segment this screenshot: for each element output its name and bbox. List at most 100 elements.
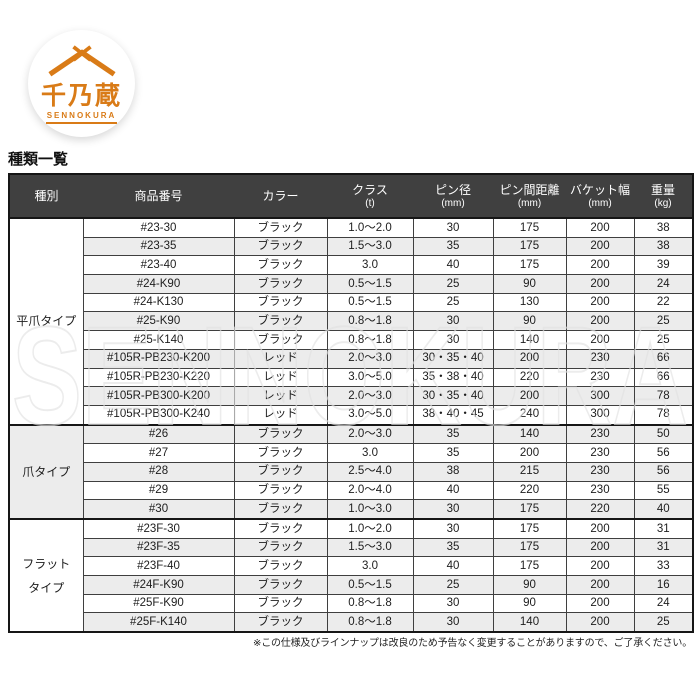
table-cell: 1.5〜3.0 bbox=[326, 537, 414, 558]
table-row: フラット タイプ #23F-30 ブラック 1.0〜2.0 30 175 200 31 bbox=[8, 518, 694, 633]
column-header: 種別 bbox=[9, 174, 83, 218]
table-row: #105R-PB300-K240 レッド 3.0〜5.0 38・40・45 240 300… bbox=[9, 404, 694, 426]
table-cell: #23-35 bbox=[82, 236, 235, 257]
column-header: 商品番号 bbox=[83, 174, 234, 218]
table-cell: 33 bbox=[633, 556, 694, 577]
table-cell: 175 bbox=[492, 556, 567, 577]
table-group: 爪タイプ #26 ブラック 2.0〜3.0 35 140 230 50 #27 ブラック 3.0 35… bbox=[8, 424, 694, 520]
table-cell: 0.5〜1.5 bbox=[326, 575, 414, 595]
table-cell: 0.8〜1.8 bbox=[326, 593, 414, 614]
table-cell: #25-K140 bbox=[82, 330, 235, 350]
table-cell: 130 bbox=[492, 292, 567, 313]
table-cell: #26 bbox=[82, 424, 235, 445]
table-cell: 66 bbox=[633, 348, 694, 369]
table-row: 爪タイプ #26 ブラック 2.0〜3.0 35 140 230 50 bbox=[8, 424, 694, 520]
table-cell: 90 bbox=[492, 311, 567, 332]
table-cell: 2.0〜3.0 bbox=[326, 348, 414, 369]
table-cell: 30 bbox=[412, 612, 494, 633]
table-cell: 200 bbox=[565, 593, 635, 614]
table-cell: レッド bbox=[233, 386, 328, 406]
table-cell: ブラック bbox=[233, 217, 328, 238]
table-cell: 230 bbox=[565, 367, 635, 388]
table-cell: 200 bbox=[565, 612, 635, 633]
table-cell: 220 bbox=[492, 480, 567, 501]
table-cell: 25 bbox=[412, 575, 494, 595]
group-type-cell: 平爪タイプ bbox=[8, 217, 84, 426]
table-cell: ブラック bbox=[233, 236, 328, 257]
group-type-cell: フラット タイプ bbox=[8, 518, 84, 633]
table-cell: 24 bbox=[633, 593, 694, 614]
table-row: #105R-PB230-K220 レッド 3.0〜5.0 35・38・40 220 230… bbox=[9, 367, 694, 388]
table-cell: 35 bbox=[412, 236, 494, 257]
column-header: ピン径 (mm) bbox=[413, 174, 493, 218]
table-cell: 175 bbox=[492, 499, 567, 520]
table-cell: 25 bbox=[633, 311, 694, 332]
table-cell: ブラック bbox=[233, 575, 328, 595]
table-cell: 2.0〜3.0 bbox=[326, 386, 414, 406]
table-cell: #105R-PB230-K200 bbox=[82, 348, 235, 369]
table-cell: #23-40 bbox=[82, 255, 235, 276]
table-cell: ブラック bbox=[233, 537, 328, 558]
table-cell: レッド bbox=[233, 404, 328, 426]
table-cell: 200 bbox=[565, 274, 635, 294]
table-row: #105R-PB300-K200 レッド 2.0〜3.0 30・35・40 200 300… bbox=[9, 386, 694, 406]
table-cell: 3.0〜5.0 bbox=[326, 367, 414, 388]
table-cell: 40 bbox=[412, 255, 494, 276]
table-cell: 200 bbox=[492, 348, 567, 369]
table-cell: 2.0〜4.0 bbox=[326, 480, 414, 501]
table-cell: #24-K90 bbox=[82, 274, 235, 294]
brand-name-en: SENNOKURA bbox=[45, 111, 118, 124]
table-cell: ブラック bbox=[233, 499, 328, 520]
brand-name-jp: 千乃蔵 bbox=[40, 81, 122, 110]
table-cell: ブラック bbox=[233, 311, 328, 332]
table-cell: 230 bbox=[565, 443, 635, 463]
table-header: 種別 商品番号 カラー クラス (t) ピン径 (mm) ピン間距離 (mm) バケット幅 (mm)… bbox=[9, 174, 693, 218]
table-cell: #24F-K90 bbox=[82, 575, 235, 595]
table-cell: 200 bbox=[565, 255, 635, 276]
table-cell: 40 bbox=[412, 556, 494, 577]
table-cell: ブラック bbox=[233, 556, 328, 577]
table-cell: 35 bbox=[412, 537, 494, 558]
table-cell: 31 bbox=[633, 518, 694, 539]
column-header: バケット幅 (mm) bbox=[566, 174, 634, 218]
table-cell: 90 bbox=[492, 593, 567, 614]
table-row: #28 ブラック 2.5〜4.0 38 215 230 56 bbox=[9, 461, 694, 482]
table-cell: #27 bbox=[82, 443, 235, 463]
table-cell: 30・35・40 bbox=[412, 348, 494, 369]
table-cell: 0.8〜1.8 bbox=[326, 311, 414, 332]
table-cell: #23F-40 bbox=[82, 556, 235, 577]
table-cell: 35・38・40 bbox=[412, 367, 494, 388]
table-cell: 1.0〜2.0 bbox=[326, 518, 414, 539]
table-cell: ブラック bbox=[233, 480, 328, 501]
page-title: 種類一覧 bbox=[8, 151, 69, 168]
table-cell: #25F-K90 bbox=[82, 593, 235, 614]
table-cell: 215 bbox=[492, 461, 567, 482]
table-cell: 3.0 bbox=[326, 556, 414, 577]
table-cell: ブラック bbox=[233, 461, 328, 482]
table-cell: 200 bbox=[492, 386, 567, 406]
table-cell: 0.8〜1.8 bbox=[326, 330, 414, 350]
table-cell: 78 bbox=[633, 386, 694, 406]
table-cell: 200 bbox=[565, 330, 635, 350]
table-row: #105R-PB230-K200 レッド 2.0〜3.0 30・35・40 200 230… bbox=[9, 348, 694, 369]
table-row: #24-K90 ブラック 0.5〜1.5 25 90 200 24 bbox=[9, 274, 694, 294]
footnote: ※この仕様及びラインナップは改良のため予告なく変更することがありますので、ご了承… bbox=[253, 638, 692, 649]
table-row: #24F-K90 ブラック 0.5〜1.5 25 90 200 16 bbox=[9, 575, 694, 595]
column-header: カラー bbox=[234, 174, 327, 218]
table-cell: 200 bbox=[565, 311, 635, 332]
sennokura-logo: 千乃蔵 SENNOKURA bbox=[28, 30, 135, 137]
table-cell: 200 bbox=[565, 537, 635, 558]
table-cell: 200 bbox=[565, 518, 635, 539]
table-cell: 38・40・45 bbox=[412, 404, 494, 426]
table-cell: 175 bbox=[492, 236, 567, 257]
table-cell: 2.0〜3.0 bbox=[326, 424, 414, 445]
table-group: 平爪タイプ #23-30 ブラック 1.0〜2.0 30 175 200 38 #23-35 ブラ… bbox=[8, 217, 694, 426]
table-cell: 0.8〜1.8 bbox=[326, 612, 414, 633]
table-cell: #25F-K140 bbox=[82, 612, 235, 633]
table-cell: 25 bbox=[633, 612, 694, 633]
column-header: ピン間距離 (mm) bbox=[493, 174, 566, 218]
table-cell: #23-30 bbox=[82, 217, 235, 238]
table-cell: #25-K90 bbox=[82, 311, 235, 332]
table-cell: 230 bbox=[565, 461, 635, 482]
table-cell: #24-K130 bbox=[82, 292, 235, 313]
